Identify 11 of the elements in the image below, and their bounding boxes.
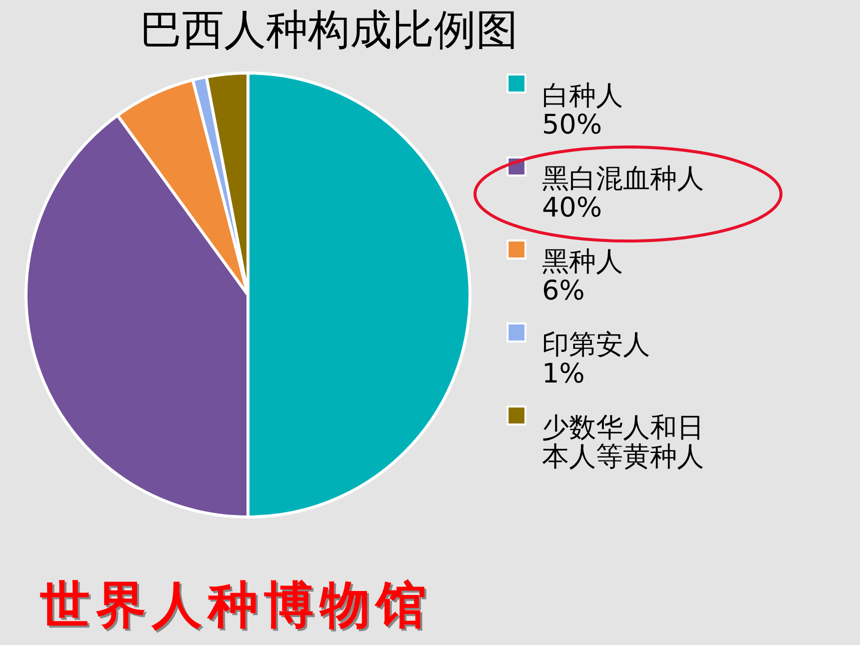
text: 世界人种博物馆 <box>40 575 432 636</box>
legend-label: 印第安人 <box>542 330 650 360</box>
legend-label: 黑种人 <box>542 246 623 278</box>
data-label: 40% <box>542 192 602 224</box>
legend-label: 少数华人和日本人等黄种人 <box>542 412 704 472</box>
data-label: 1% <box>542 358 585 390</box>
legend-label: 黑白混血种人 <box>542 164 704 194</box>
legend-label: 白种人 <box>542 80 623 112</box>
data-label: 6% <box>542 276 585 306</box>
data-label: 50% <box>542 110 602 140</box>
chart-title: 巴西人种构成比例图 <box>140 5 518 54</box>
